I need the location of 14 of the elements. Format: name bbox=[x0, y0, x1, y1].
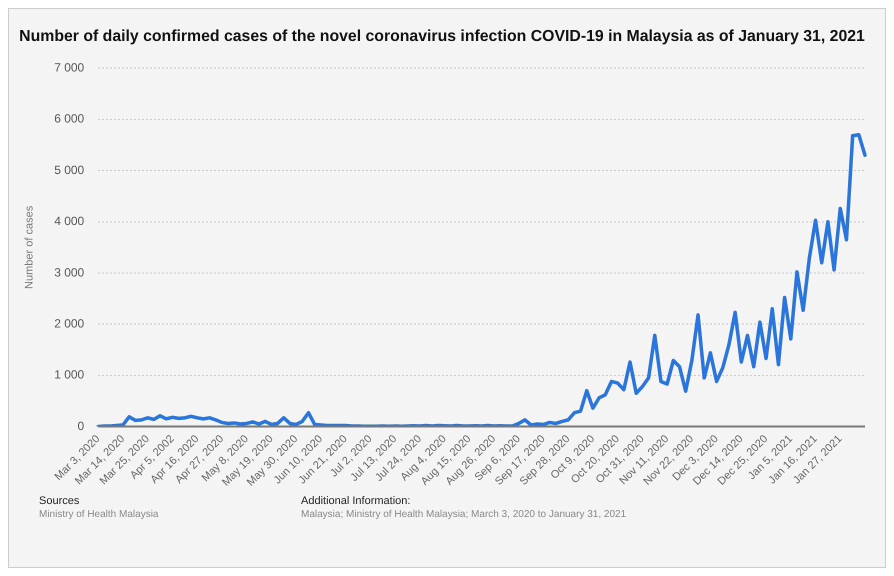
y-tick-label: 6 000 bbox=[54, 112, 85, 126]
y-tick-label: 5 000 bbox=[54, 162, 85, 177]
y-tick-label: 4 000 bbox=[54, 214, 85, 228]
y-tick-label: 2 000 bbox=[54, 316, 85, 330]
text: Additional Information: bbox=[301, 495, 412, 507]
text: Malaysia; Ministry of Health Malaysia; March 3, 2020 to January 31, 2021 bbox=[301, 509, 626, 521]
y-tick-label: 7 000 bbox=[54, 60, 85, 75]
y-tick-label: 0 bbox=[78, 418, 85, 433]
y-tick-label: 3 000 bbox=[54, 265, 85, 280]
y-axis-title: Number of cases bbox=[24, 205, 36, 289]
chart-title: Number of daily confirmed cases of the novel coronavirus infection COVID-19 in Malaysia as of January 31, 2021 bbox=[19, 28, 865, 46]
text: Ministry of Health Malaysia bbox=[39, 509, 160, 521]
text: Sources bbox=[39, 495, 80, 507]
y-tick-label: 1 000 bbox=[54, 368, 85, 382]
